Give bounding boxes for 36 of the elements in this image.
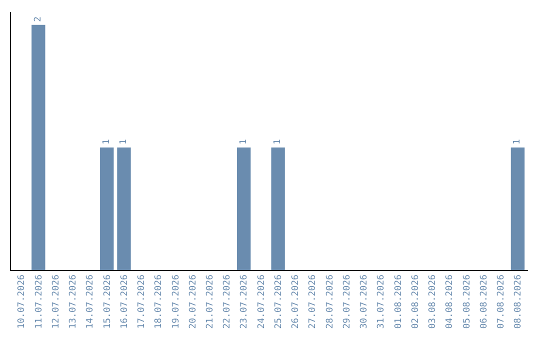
x-tick-label: 11.07.2026 <box>34 274 44 329</box>
x-tick-label: 24.07.2026 <box>256 274 267 329</box>
x-tick-label: 21.07.2026 <box>206 274 216 329</box>
x-tick-label: 29.07.2026 <box>342 274 352 329</box>
x-tick-label: 10.07.2026 <box>17 274 28 329</box>
x-tick-label: 04.08.2026 <box>445 274 456 329</box>
x-tick-label: 13.07.2026 <box>68 274 79 329</box>
x-tick-label: 03.08.2026 <box>428 274 438 329</box>
x-tick-label: 26.07.2026 <box>291 274 302 329</box>
x-tick-label: 01.08.2026 <box>394 274 404 329</box>
x-tick-label: 15.07.2026 <box>102 274 113 329</box>
x-tick-label: 28.07.2026 <box>325 274 336 329</box>
x-tick-label: 08.08.2026 <box>514 274 524 329</box>
x-tick-label: 22.07.2026 <box>222 274 233 329</box>
x-tick-label: 02.08.2026 <box>410 274 421 329</box>
data-label: 1 <box>102 139 112 144</box>
x-tick-label: 14.07.2026 <box>86 274 96 329</box>
data-label: 1 <box>238 139 249 144</box>
x-tick-label: 12.07.2026 <box>51 274 62 329</box>
x-tick-label: 18.07.2026 <box>154 274 164 329</box>
x-tick-label: 19.07.2026 <box>171 274 182 329</box>
x-tick-label: 27.07.2026 <box>308 274 318 329</box>
x-tick-label: 07.08.2026 <box>496 274 507 329</box>
data-label: 2 <box>33 16 44 22</box>
x-tick-label: 16.07.2026 <box>120 274 130 329</box>
data-label: 1 <box>512 139 523 144</box>
x-tick-label: 05.08.2026 <box>462 274 472 329</box>
x-tick-label: 20.07.2026 <box>188 274 198 329</box>
x-tick-label: 23.07.2026 <box>240 274 250 329</box>
data-label: 1 <box>118 139 129 144</box>
x-tick-label: 17.07.2026 <box>137 274 148 329</box>
x-tick-label: 31.07.2026 <box>376 274 387 329</box>
x-tick-label: 06.08.2026 <box>479 274 490 329</box>
x-tick-label: 30.07.2026 <box>360 274 370 329</box>
data-label: 1 <box>273 139 284 144</box>
x-tick-label: 25.07.2026 <box>274 274 284 329</box>
